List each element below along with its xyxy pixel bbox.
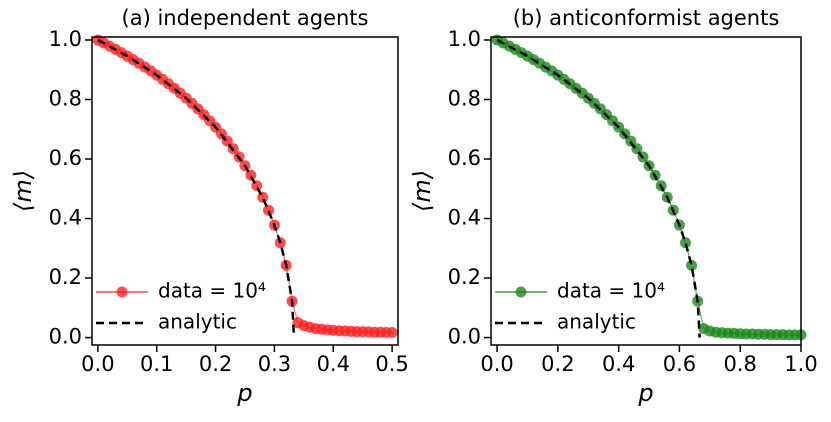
- y-tick-label: 0.8: [448, 86, 481, 110]
- legend-label: data = 10⁴: [557, 279, 665, 303]
- x-axis-label: p: [236, 379, 252, 407]
- x-tick-label: 0.2: [199, 352, 232, 376]
- y-tick-label: 0.2: [448, 265, 481, 289]
- x-tick-label: 0.0: [480, 352, 513, 376]
- y-axis-label: ⟨m⟩: [408, 170, 436, 212]
- chart-title: (a) independent agents: [122, 6, 369, 30]
- x-tick-label: 0.8: [724, 352, 757, 376]
- chart-title: (b) anticonformist agents: [513, 6, 780, 30]
- analytic-line: [97, 38, 296, 338]
- legend-marker: [116, 286, 128, 298]
- y-tick-label: 0.8: [49, 86, 82, 110]
- x-tick-label: 0.0: [81, 352, 114, 376]
- y-tick-label: 0.6: [448, 146, 481, 170]
- x-tick-label: 0.2: [541, 352, 574, 376]
- y-tick-label: 1.0: [448, 27, 481, 51]
- legend-label: data = 10⁴: [158, 279, 266, 303]
- y-tick-label: 1.0: [49, 27, 82, 51]
- y-tick-label: 0.0: [448, 325, 481, 349]
- y-tick-label: 0.6: [49, 146, 82, 170]
- y-axis-label: ⟨m⟩: [9, 170, 37, 212]
- data-point: [680, 237, 692, 249]
- y-tick-label: 0.4: [448, 206, 481, 230]
- x-axis-label: p: [637, 379, 653, 407]
- x-tick-label: 0.4: [602, 352, 635, 376]
- plot-frame: [91, 36, 399, 346]
- x-tick-label: 0.6: [663, 352, 696, 376]
- x-tick-label: 0.4: [317, 352, 350, 376]
- y-tick-label: 0.2: [49, 265, 82, 289]
- plot-frame: [490, 36, 802, 346]
- analytic-line: [496, 38, 701, 338]
- data-point: [625, 135, 637, 147]
- legend-label: analytic: [158, 310, 237, 334]
- x-tick-label: 0.3: [258, 352, 291, 376]
- data-point: [257, 191, 269, 203]
- x-tick-label: 0.5: [375, 352, 408, 376]
- y-tick-label: 0.0: [49, 325, 82, 349]
- data-point: [686, 259, 698, 271]
- data-point: [263, 204, 275, 216]
- data-point: [245, 169, 257, 181]
- data-point: [386, 327, 398, 339]
- y-tick-label: 0.4: [49, 206, 82, 230]
- x-tick-label: 0.1: [140, 352, 173, 376]
- legend-marker: [515, 286, 527, 298]
- legend-label: analytic: [557, 310, 636, 334]
- x-tick-label: 1.0: [784, 352, 817, 376]
